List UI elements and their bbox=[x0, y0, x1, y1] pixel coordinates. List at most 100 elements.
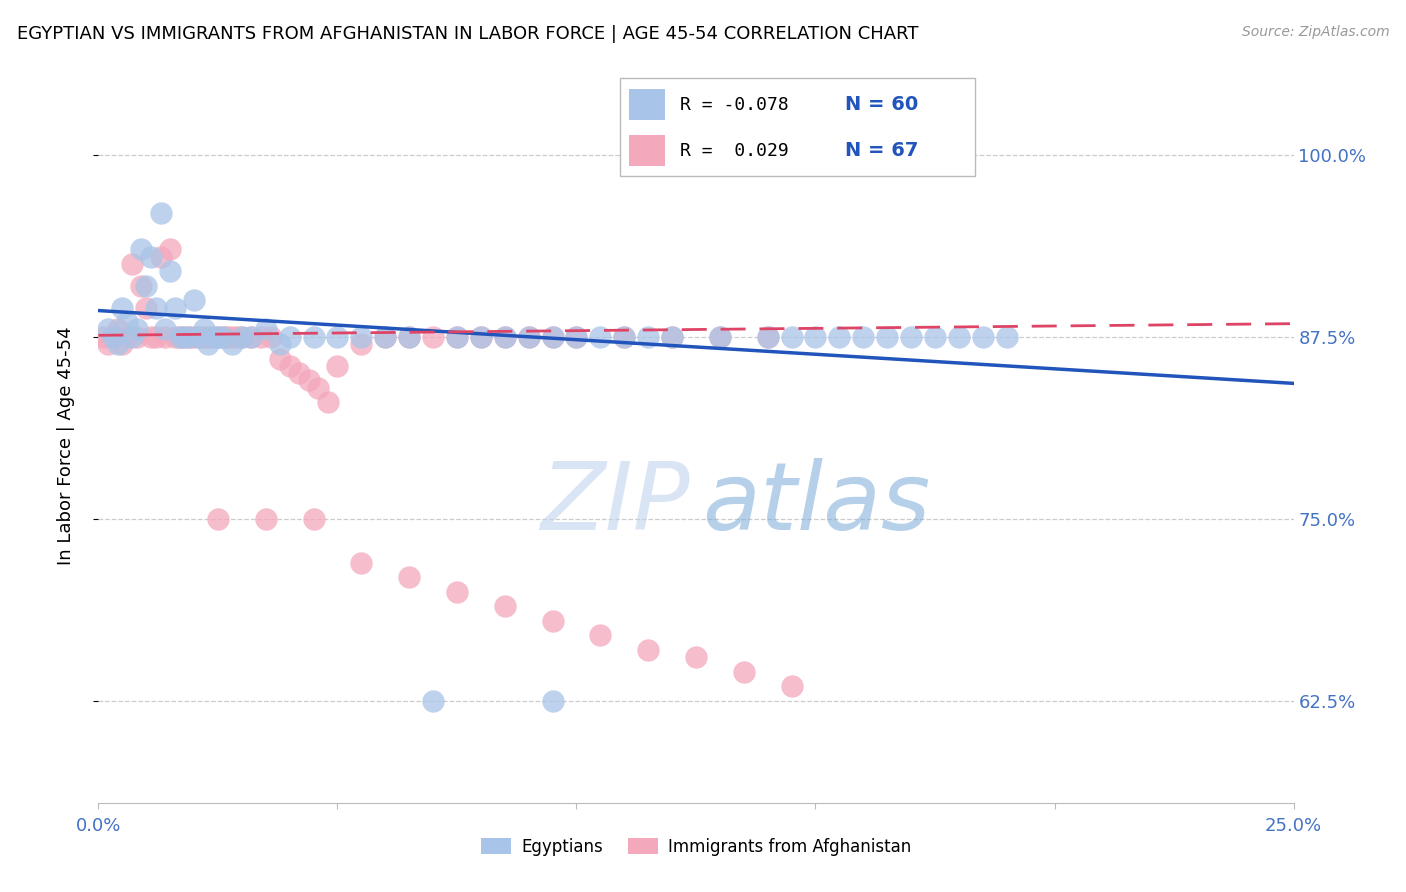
Point bbox=[187, 330, 209, 344]
Point bbox=[121, 330, 143, 344]
Point bbox=[298, 374, 321, 388]
Point bbox=[470, 330, 492, 344]
Point bbox=[97, 322, 120, 336]
Point bbox=[183, 330, 205, 344]
Point bbox=[107, 337, 129, 351]
Point bbox=[422, 330, 444, 344]
Point bbox=[278, 359, 301, 373]
Text: ZIP: ZIP bbox=[540, 458, 690, 549]
Point bbox=[155, 322, 177, 336]
Point bbox=[155, 330, 177, 344]
Point bbox=[149, 250, 172, 264]
Point bbox=[613, 330, 636, 344]
Point bbox=[398, 570, 420, 584]
Point bbox=[589, 628, 612, 642]
Point bbox=[995, 330, 1018, 344]
Point bbox=[111, 301, 134, 315]
Point bbox=[169, 330, 191, 344]
Point bbox=[541, 614, 564, 628]
Point bbox=[254, 512, 277, 526]
Point bbox=[183, 293, 205, 308]
Bar bbox=[630, 136, 665, 166]
Point bbox=[250, 330, 273, 344]
Point bbox=[541, 330, 564, 344]
Point bbox=[193, 330, 215, 344]
Point bbox=[240, 330, 263, 344]
Point bbox=[193, 322, 215, 336]
Point bbox=[661, 330, 683, 344]
Point bbox=[179, 330, 201, 344]
Point bbox=[125, 322, 148, 336]
Point bbox=[780, 330, 803, 344]
Point bbox=[131, 243, 153, 257]
Point bbox=[221, 337, 243, 351]
Point bbox=[111, 337, 134, 351]
Point bbox=[207, 330, 229, 344]
Point bbox=[350, 337, 373, 351]
Point bbox=[115, 330, 138, 344]
Point bbox=[159, 243, 181, 257]
Text: R = -0.078: R = -0.078 bbox=[679, 95, 789, 113]
Point bbox=[446, 330, 468, 344]
Y-axis label: In Labor Force | Age 45-54: In Labor Force | Age 45-54 bbox=[56, 326, 75, 566]
Point bbox=[135, 301, 157, 315]
Point bbox=[948, 330, 970, 344]
Point bbox=[91, 330, 114, 344]
Point bbox=[374, 330, 396, 344]
Legend: Egyptians, Immigrants from Afghanistan: Egyptians, Immigrants from Afghanistan bbox=[474, 831, 918, 863]
Point bbox=[924, 330, 946, 344]
Point bbox=[145, 330, 167, 344]
Point bbox=[374, 330, 396, 344]
Point bbox=[852, 330, 875, 344]
Point bbox=[101, 330, 124, 344]
Bar bbox=[630, 89, 665, 120]
Point bbox=[202, 330, 225, 344]
Point bbox=[709, 330, 731, 344]
Point bbox=[211, 330, 233, 344]
Point bbox=[163, 301, 186, 315]
Point bbox=[637, 643, 659, 657]
Point bbox=[101, 330, 124, 344]
Point bbox=[685, 650, 707, 665]
Point bbox=[159, 264, 181, 278]
Point bbox=[326, 330, 349, 344]
Point bbox=[350, 556, 373, 570]
Point bbox=[637, 330, 659, 344]
Point bbox=[278, 330, 301, 344]
Point bbox=[197, 330, 219, 344]
Text: R =  0.029: R = 0.029 bbox=[679, 142, 789, 160]
Point bbox=[709, 330, 731, 344]
Point bbox=[269, 351, 291, 366]
Point bbox=[302, 330, 325, 344]
Point bbox=[733, 665, 755, 679]
Point bbox=[541, 694, 564, 708]
Point bbox=[226, 330, 249, 344]
Point bbox=[422, 694, 444, 708]
Point bbox=[288, 366, 311, 380]
Text: N = 60: N = 60 bbox=[845, 95, 918, 114]
Point bbox=[446, 330, 468, 344]
Point bbox=[254, 322, 277, 336]
Point bbox=[565, 330, 588, 344]
Point bbox=[121, 257, 143, 271]
Point bbox=[804, 330, 827, 344]
Point bbox=[217, 330, 239, 344]
Point bbox=[307, 381, 329, 395]
Point bbox=[221, 330, 243, 344]
Point bbox=[115, 315, 138, 329]
Point bbox=[231, 330, 253, 344]
Point bbox=[756, 330, 779, 344]
Point bbox=[107, 322, 129, 336]
Point bbox=[173, 330, 195, 344]
Point bbox=[163, 330, 186, 344]
Point bbox=[302, 512, 325, 526]
Point bbox=[517, 330, 540, 344]
Point bbox=[179, 330, 201, 344]
Point bbox=[565, 330, 588, 344]
Point bbox=[470, 330, 492, 344]
Point bbox=[972, 330, 994, 344]
Point bbox=[240, 330, 263, 344]
Point bbox=[316, 395, 339, 409]
Point bbox=[398, 330, 420, 344]
Text: Source: ZipAtlas.com: Source: ZipAtlas.com bbox=[1241, 25, 1389, 39]
